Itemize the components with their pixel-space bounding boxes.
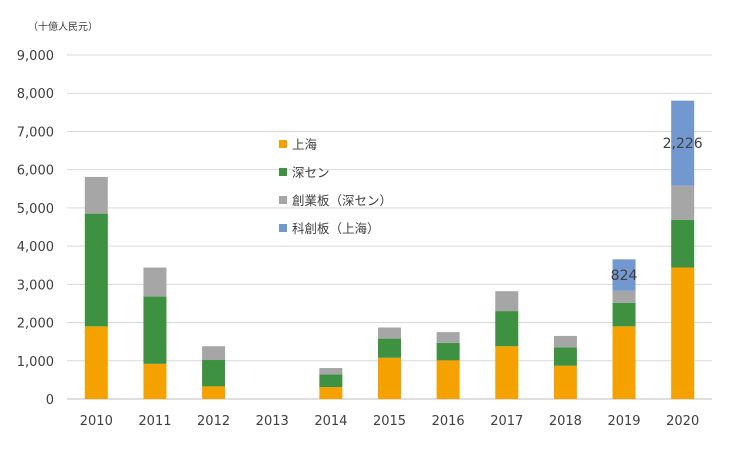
bar-2012-series-0 xyxy=(202,386,226,399)
x-tick-label: 2020 xyxy=(666,414,699,429)
bar-2012-series-2 xyxy=(202,346,226,361)
bar-2017-series-0 xyxy=(495,346,519,399)
bar-2014-series-0 xyxy=(319,387,343,399)
bar-2017-series-2 xyxy=(495,291,519,312)
x-tick-label: 2019 xyxy=(607,414,640,429)
bar-2018-series-2 xyxy=(553,335,577,348)
bar-2016-series-2 xyxy=(436,332,460,343)
bar-2014-series-2 xyxy=(319,368,343,375)
bar-2015-series-1 xyxy=(378,338,401,358)
gridlines xyxy=(67,54,712,400)
bar-2014-series-1 xyxy=(319,374,343,388)
y-axis-ticks: 0 1,000 2,000 3,000 4,000 5,000 6,000 7,000 8,00… xyxy=(17,49,54,408)
x-axis-ticks: 2010 2011 2012 2013 2014 2015 2016 2017 2018 2019… xyxy=(80,414,699,429)
legend-label-2: 創業板（深セン） xyxy=(292,193,392,208)
legend-swatch-3 xyxy=(279,224,287,232)
annotation-label: 2,226 xyxy=(663,136,703,152)
legend-swatch-0 xyxy=(279,140,287,148)
bar-2020-series-2 xyxy=(671,185,695,220)
y-tick-label: 7,000 xyxy=(17,125,54,140)
y-tick-label: 8,000 xyxy=(17,87,54,102)
y-tick-label: 5,000 xyxy=(17,202,54,217)
bar-2016-series-0 xyxy=(436,360,460,399)
y-tick-label: 9,000 xyxy=(17,49,54,64)
y-tick-label: 2,000 xyxy=(17,317,54,332)
bar-2015-series-0 xyxy=(378,357,401,399)
bar-2011-series-0 xyxy=(143,363,167,399)
unit-label: （十億人民元） xyxy=(28,20,98,33)
legend-label-0: 上海 xyxy=(292,137,318,152)
x-tick-label: 2010 xyxy=(80,414,113,429)
bar-2017-series-1 xyxy=(495,311,519,347)
legend-label-3: 科創板（上海） xyxy=(292,221,380,236)
x-tick-label: 2011 xyxy=(138,414,171,429)
bar-2010-series-2 xyxy=(84,176,108,214)
bar-2010-series-1 xyxy=(84,213,108,327)
x-tick-label: 2013 xyxy=(256,414,289,429)
bar-2019-series-0 xyxy=(612,326,636,399)
y-tick-label: 0 xyxy=(46,393,54,408)
bar-2011-series-2 xyxy=(143,267,167,297)
x-tick-label: 2012 xyxy=(197,414,230,429)
bar-2020-series-0 xyxy=(671,267,695,399)
bars xyxy=(84,100,695,399)
bar-2016-series-1 xyxy=(436,342,460,361)
bar-2019-series-2 xyxy=(612,290,636,303)
x-tick-label: 2018 xyxy=(549,414,582,429)
bar-2019-series-3 xyxy=(612,259,636,291)
y-tick-label: 4,000 xyxy=(17,240,54,255)
bar-2011-series-1 xyxy=(143,296,167,364)
bar-2018-series-1 xyxy=(553,347,577,366)
x-tick-label: 2014 xyxy=(314,414,347,429)
legend-label-1: 深セン xyxy=(292,165,330,180)
legend-swatch-2 xyxy=(279,196,287,204)
y-tick-label: 3,000 xyxy=(17,278,54,293)
bar-2010-series-0 xyxy=(84,326,108,399)
bar-2018-series-0 xyxy=(553,365,577,399)
bar-2020-series-3 xyxy=(671,100,695,186)
bar-2019-series-1 xyxy=(612,302,636,327)
y-tick-label: 6,000 xyxy=(17,164,54,179)
y-tick-label: 1,000 xyxy=(17,355,54,370)
x-tick-label: 2016 xyxy=(432,414,465,429)
annotations: 824 2,226 xyxy=(611,136,703,284)
bar-2020-series-1 xyxy=(671,219,695,268)
annotation-label: 824 xyxy=(611,268,638,284)
bar-2012-series-1 xyxy=(202,360,226,387)
x-tick-label: 2015 xyxy=(373,414,406,429)
bar-2015-series-2 xyxy=(378,327,401,339)
legend-swatch-1 xyxy=(279,168,287,176)
x-tick-label: 2017 xyxy=(490,414,523,429)
